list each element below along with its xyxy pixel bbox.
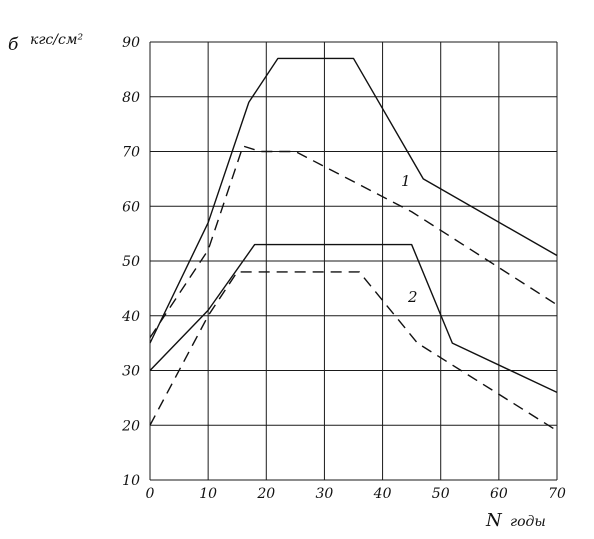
y-tick-label: 80	[122, 90, 140, 106]
chart-series	[149, 57, 558, 432]
x-tick-label: 20	[256, 486, 275, 502]
y-tick-label: 70	[122, 145, 140, 161]
series-1-solid-line	[149, 57, 558, 344]
series-2-dashed-line	[149, 271, 558, 432]
y-tick-label: 40	[121, 309, 140, 325]
y-tick-label: 90	[122, 35, 140, 51]
chart-grid	[149, 41, 558, 481]
x-axis-title: N годы	[485, 510, 546, 531]
curve-label-2: 2	[407, 288, 418, 306]
x-axis-label-unit: годы	[510, 514, 546, 530]
curve-label-1: 1	[401, 172, 411, 190]
x-tick-label: 70	[548, 486, 566, 502]
x-tick-label: 0	[146, 486, 155, 502]
x-tick-label: 30	[316, 486, 334, 502]
chart-tick-labels: 0 10 20 30 40 50 60 70 10 20 30 40 50 60 70 80 90	[121, 35, 566, 502]
y-tick-label: 50	[122, 254, 140, 270]
y-tick-label: 30	[122, 364, 140, 380]
series-2-solid-line	[149, 243, 558, 394]
y-tick-label: 10	[122, 473, 140, 489]
y-axis-title: б кгс/см²	[8, 32, 83, 55]
series-1-dashed-line	[149, 145, 558, 339]
x-tick-label: 40	[373, 486, 392, 502]
y-axis-label-sigma: б	[8, 35, 19, 55]
y-tick-label: 20	[121, 418, 140, 434]
x-tick-label: 10	[199, 486, 217, 502]
x-tick-label: 50	[432, 486, 450, 502]
y-tick-label: 60	[122, 199, 140, 215]
x-tick-label: 60	[490, 486, 508, 502]
x-axis-label-n: N	[485, 510, 503, 531]
y-axis-label-unit: кгс/см²	[30, 32, 83, 48]
